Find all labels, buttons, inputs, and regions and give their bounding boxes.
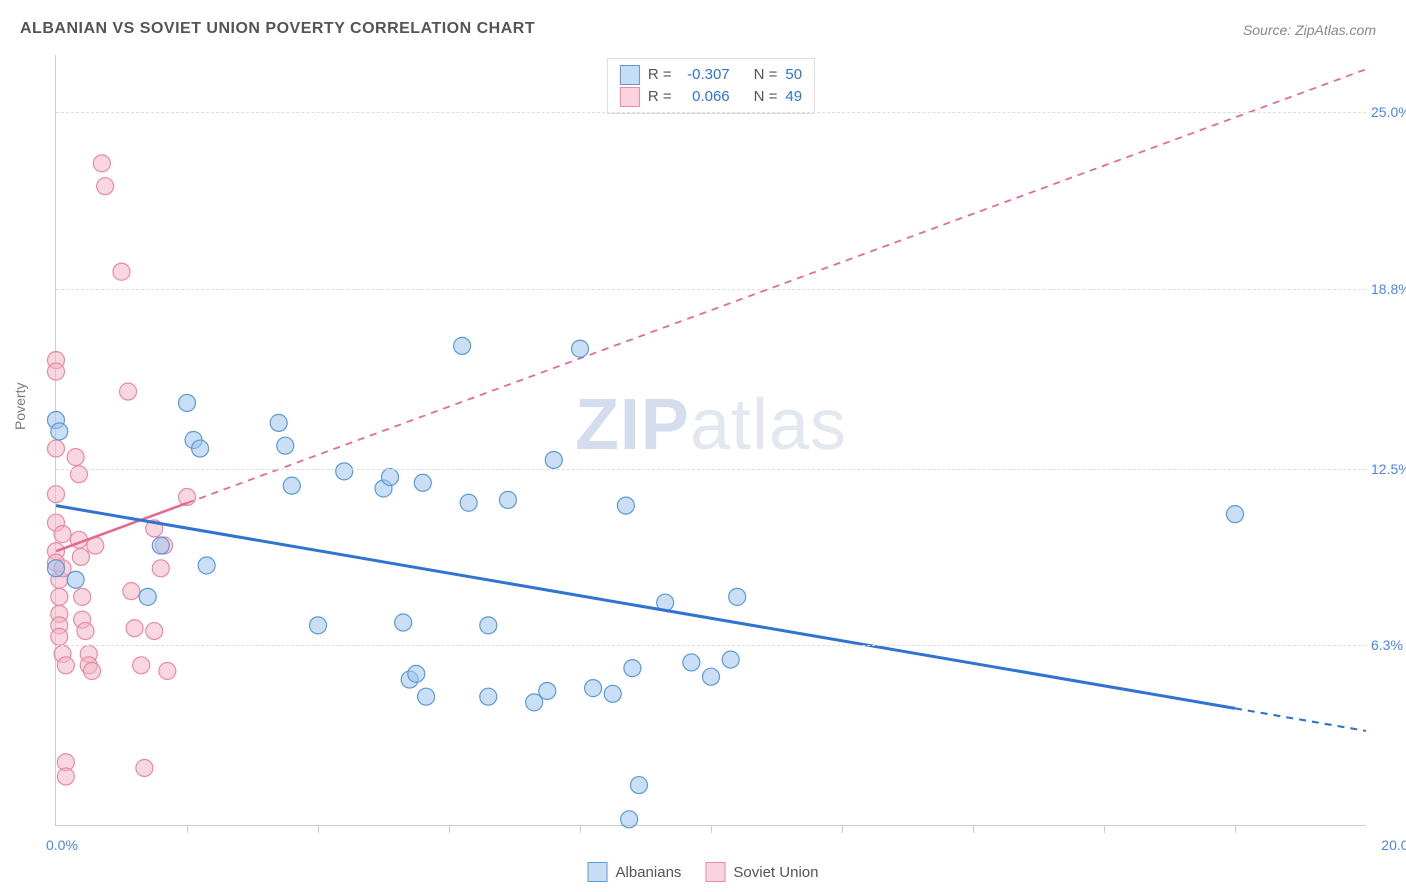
xtick [1235, 825, 1236, 833]
point-albanians [382, 469, 399, 486]
xtick [842, 825, 843, 833]
swatch-albanians-bottom [588, 862, 608, 882]
point-soviet [152, 560, 169, 577]
point-soviet [57, 768, 74, 785]
legend-label-soviet: Soviet Union [733, 864, 818, 881]
trendline-albanians-dashed [1235, 708, 1366, 731]
point-albanians [51, 423, 68, 440]
point-albanians [624, 660, 641, 677]
xtick [1104, 825, 1105, 833]
point-albanians [585, 680, 602, 697]
point-albanians [480, 617, 497, 634]
point-albanians [48, 560, 65, 577]
point-albanians [179, 394, 196, 411]
xtick [580, 825, 581, 833]
trendline-albanians-solid [56, 506, 1235, 709]
point-albanians [408, 665, 425, 682]
xtick [711, 825, 712, 833]
point-soviet [136, 759, 153, 776]
xtick [973, 825, 974, 833]
legend-item-albanians: Albanians [588, 862, 682, 882]
point-soviet [72, 548, 89, 565]
y-axis-label: Poverty [12, 383, 28, 430]
point-soviet [159, 663, 176, 680]
point-albanians [683, 654, 700, 671]
ytick-label: 12.5% [1371, 461, 1406, 477]
point-albanians [722, 651, 739, 668]
ytick-label: 25.0% [1371, 104, 1406, 120]
gridline [56, 469, 1366, 470]
point-soviet [74, 588, 91, 605]
point-soviet [57, 657, 74, 674]
point-albanians [139, 588, 156, 605]
source-credit: Source: ZipAtlas.com [1243, 22, 1376, 38]
point-albanians [310, 617, 327, 634]
point-albanians [395, 614, 412, 631]
ytick-label: 18.8% [1371, 281, 1406, 297]
xtick [187, 825, 188, 833]
point-soviet [97, 178, 114, 195]
point-albanians [336, 463, 353, 480]
legend-series-box: Albanians Soviet Union [588, 862, 819, 882]
point-soviet [51, 628, 68, 645]
point-albanians [539, 682, 556, 699]
point-albanians [499, 491, 516, 508]
point-soviet [113, 263, 130, 280]
point-soviet [84, 663, 101, 680]
point-soviet [51, 588, 68, 605]
point-soviet [120, 383, 137, 400]
point-albanians [604, 685, 621, 702]
point-albanians [460, 494, 477, 511]
point-soviet [48, 486, 65, 503]
point-soviet [93, 155, 110, 172]
legend-item-soviet: Soviet Union [705, 862, 818, 882]
point-albanians [270, 414, 287, 431]
point-albanians [545, 451, 562, 468]
point-albanians [192, 440, 209, 457]
chart-plot-area: ZIPatlas R = -0.307 N = 50 R = 0.066 N =… [55, 55, 1366, 826]
point-soviet [48, 440, 65, 457]
scatter-svg [56, 55, 1366, 825]
point-albanians [152, 537, 169, 554]
point-albanians [703, 668, 720, 685]
point-albanians [630, 777, 647, 794]
point-albanians [729, 588, 746, 605]
legend-label-albanians: Albanians [616, 864, 682, 881]
gridline [56, 289, 1366, 290]
chart-title: ALBANIAN VS SOVIET UNION POVERTY CORRELA… [20, 20, 535, 38]
point-albanians [617, 497, 634, 514]
point-albanians [621, 811, 638, 828]
point-soviet [77, 623, 94, 640]
ytick-label: 6.3% [1371, 637, 1406, 653]
point-soviet [48, 363, 65, 380]
point-albanians [1227, 506, 1244, 523]
xtick [318, 825, 319, 833]
x-end-label: 20.0% [1381, 837, 1406, 853]
point-albanians [572, 340, 589, 357]
point-soviet [67, 449, 84, 466]
point-albanians [480, 688, 497, 705]
swatch-soviet-bottom [705, 862, 725, 882]
point-albanians [198, 557, 215, 574]
point-albanians [67, 571, 84, 588]
gridline [56, 645, 1366, 646]
point-albanians [283, 477, 300, 494]
point-soviet [133, 657, 150, 674]
point-albanians [454, 337, 471, 354]
point-albanians [414, 474, 431, 491]
point-soviet [126, 620, 143, 637]
point-albanians [418, 688, 435, 705]
trendline-soviet-dashed [187, 69, 1366, 503]
point-soviet [54, 526, 71, 543]
point-soviet [146, 623, 163, 640]
xtick [449, 825, 450, 833]
gridline [56, 112, 1366, 113]
point-soviet [123, 583, 140, 600]
x-start-label: 0.0% [46, 837, 78, 853]
point-albanians [277, 437, 294, 454]
